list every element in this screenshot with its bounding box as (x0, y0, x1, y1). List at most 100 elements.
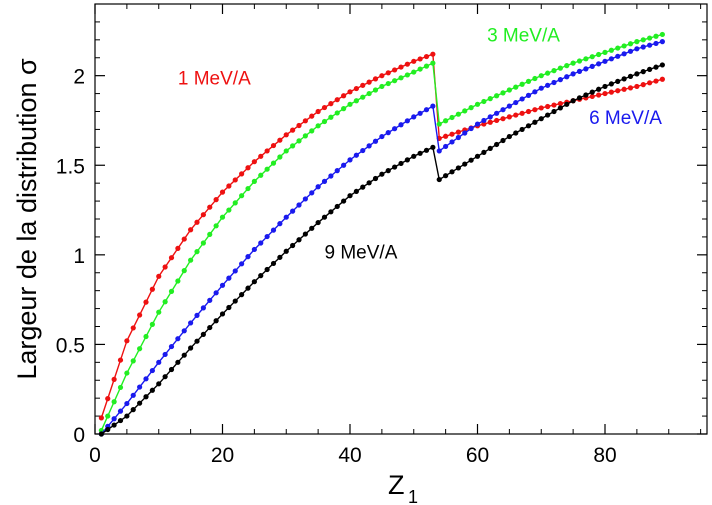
data-point (474, 153, 481, 159)
data-point (417, 110, 423, 116)
data-point (474, 101, 481, 107)
data-point (576, 95, 583, 101)
data-point (258, 273, 264, 279)
data-point (411, 69, 417, 75)
data-point (315, 123, 321, 129)
data-point (659, 31, 665, 38)
data-point (557, 65, 563, 71)
data-point (360, 82, 366, 88)
data-point (175, 245, 181, 251)
data-point (264, 266, 270, 273)
data-point (519, 110, 525, 116)
data-point (545, 103, 551, 110)
data-point (404, 72, 410, 78)
data-point (341, 198, 347, 204)
data-point (634, 39, 640, 45)
data-point (181, 352, 187, 358)
data-point (404, 118, 410, 124)
data-point (404, 157, 410, 163)
series-annotations: 1 MeV/A 3 MeV/A 6 MeV/A 9 MeV/A (178, 26, 662, 264)
data-point (226, 275, 232, 281)
data-point (277, 221, 283, 227)
data-point (328, 209, 334, 215)
data-point (436, 176, 442, 183)
data-point (98, 431, 104, 437)
data-point (111, 399, 117, 405)
data-point (239, 292, 245, 298)
data-point (168, 343, 175, 350)
data-point (557, 101, 563, 107)
data-point (290, 242, 296, 249)
x-axis-label-subscript: 1 (408, 487, 418, 505)
data-point (615, 53, 621, 59)
data-point (487, 96, 493, 102)
data-point (430, 51, 436, 57)
data-point (455, 111, 461, 117)
data-point (615, 78, 621, 84)
data-point (124, 400, 130, 407)
y-tick-label: 1 (73, 245, 85, 268)
data-point (487, 119, 493, 125)
data-point (462, 108, 468, 114)
data-point (175, 359, 181, 365)
data-point (207, 204, 213, 210)
data-point (596, 61, 602, 67)
series-annotation-label: 6 MeV/A (589, 108, 662, 129)
data-point (156, 309, 162, 315)
data-point (379, 171, 385, 177)
data-point (449, 169, 455, 175)
data-point (137, 400, 143, 406)
data-point (98, 415, 104, 421)
data-point (589, 54, 595, 60)
data-point (449, 114, 455, 121)
data-point (105, 396, 111, 402)
data-point (213, 223, 219, 229)
data-point (494, 117, 500, 124)
data-point (200, 305, 206, 311)
data-point (181, 268, 187, 274)
series-line (100, 53, 663, 419)
data-point (589, 93, 595, 100)
data-point (105, 413, 111, 419)
y-tick-label: 1.5 (56, 155, 85, 178)
data-point (124, 338, 130, 344)
series-9-mev-a (98, 62, 665, 437)
data-point (188, 257, 194, 263)
data-point (615, 45, 621, 51)
data-point (194, 338, 200, 344)
data-point (347, 157, 353, 163)
data-point (608, 56, 614, 62)
data-point (627, 73, 634, 79)
data-point (564, 101, 570, 107)
data-point (513, 130, 519, 136)
data-point (239, 261, 245, 267)
data-point (258, 240, 264, 246)
data-point (494, 93, 500, 99)
data-point (226, 183, 232, 189)
data-point (360, 94, 366, 100)
data-point (634, 46, 640, 52)
axis-tick-labels: 0 20 40 60 80 0 0.5 1 1.5 2 (56, 66, 617, 467)
data-point (583, 92, 589, 98)
data-point (647, 66, 653, 72)
data-point (640, 37, 646, 43)
data-point (124, 370, 130, 376)
data-point (372, 175, 379, 182)
data-point (232, 268, 238, 274)
data-point (302, 196, 308, 202)
data-point (532, 89, 538, 95)
data-point (321, 178, 328, 184)
data-point (251, 178, 257, 184)
data-point (143, 299, 149, 305)
data-point (481, 117, 487, 124)
data-point (347, 101, 353, 107)
data-point (232, 298, 238, 304)
x-axis-label-main: Z (388, 470, 405, 500)
data-point (449, 139, 455, 145)
data-point (436, 121, 442, 127)
data-point (379, 83, 385, 90)
data-point (525, 78, 532, 84)
data-point (105, 426, 111, 433)
data-point (239, 193, 245, 199)
data-point (532, 75, 538, 82)
